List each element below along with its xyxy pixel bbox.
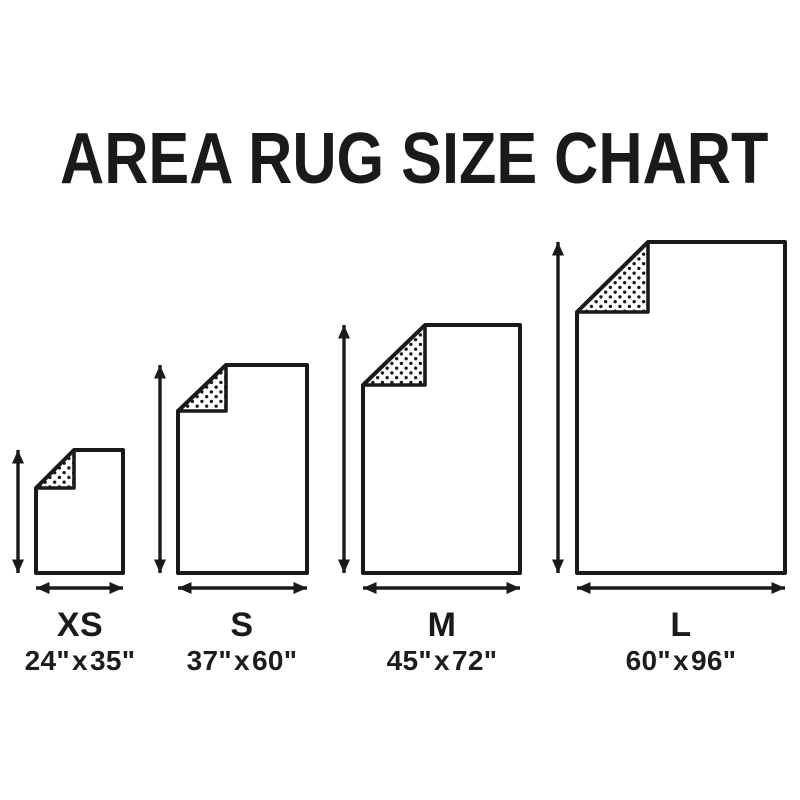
rug-xs-fold-corner xyxy=(34,448,76,490)
dimensions-m: 45" x 72" xyxy=(386,645,498,676)
rug-l-fold-corner xyxy=(575,240,650,314)
rug-m-fold-corner xyxy=(361,323,427,387)
rug-l xyxy=(552,240,787,594)
rug-s-fold-corner xyxy=(176,363,228,413)
dimensions-l: 60" x 96" xyxy=(625,645,737,676)
size-label-m: M xyxy=(427,606,457,644)
rug-m xyxy=(338,323,522,594)
rug-xs xyxy=(12,448,125,594)
size-label-l: L xyxy=(670,606,692,644)
rug-xs-outline xyxy=(34,448,125,575)
size-label-xs: XS xyxy=(56,606,104,644)
dimensions-s: 37" x 60" xyxy=(186,645,298,676)
rug-s xyxy=(154,363,309,594)
dimensions-xs: 24" x 35" xyxy=(24,645,136,676)
size-label-s: S xyxy=(230,606,254,644)
page-title: AREA RUG SIZE CHART xyxy=(60,119,769,199)
